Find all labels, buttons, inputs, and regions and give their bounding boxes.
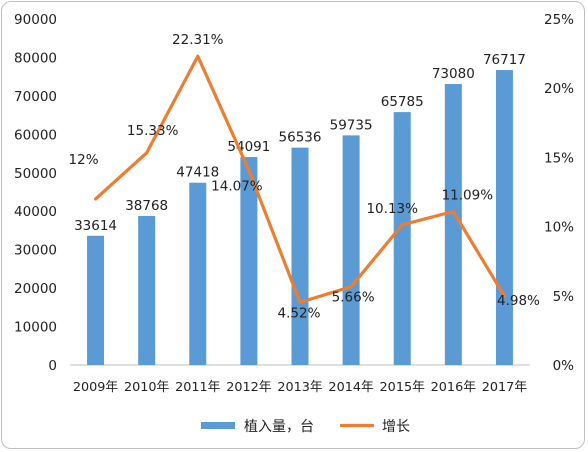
right-tick-label: 15% xyxy=(544,150,574,166)
left-tick-label: 80000 xyxy=(14,50,57,66)
bar-data-label: 76717 xyxy=(483,52,526,68)
bar xyxy=(291,147,309,365)
left-tick-label: 90000 xyxy=(14,12,57,28)
bar xyxy=(138,215,156,365)
right-tick-label: 0% xyxy=(553,358,575,374)
line-data-label: 15.33% xyxy=(127,123,179,139)
legend-label-bar: 植入量，台 xyxy=(244,419,314,435)
x-tick-label: 2009年 xyxy=(73,380,119,395)
bar-data-label: 47418 xyxy=(176,165,219,181)
x-tick-label: 2014年 xyxy=(328,380,374,395)
x-tick-label: 2011年 xyxy=(175,380,221,395)
legend-swatch-bar xyxy=(201,422,235,429)
left-tick-label: 40000 xyxy=(14,204,57,220)
left-axis: 0 10000 20000 30000 40000 50000 60000 70000 8000… xyxy=(14,12,57,374)
bar xyxy=(393,112,411,365)
line-data-label: 12% xyxy=(69,152,99,168)
bar xyxy=(189,182,207,365)
right-tick-label: 20% xyxy=(544,81,574,97)
bar xyxy=(444,84,462,365)
line-data-label: 10.13% xyxy=(366,201,418,217)
left-tick-label: 70000 xyxy=(14,89,57,105)
right-tick-label: 5% xyxy=(553,289,575,305)
right-axis: 0% 5% 10% 15% 20% 25% xyxy=(544,12,574,374)
right-tick-label: 25% xyxy=(544,12,574,28)
line-data-label: 22.31% xyxy=(172,32,224,48)
line-data-label: 14.07% xyxy=(211,178,263,194)
bar-data-label: 38768 xyxy=(125,198,168,214)
legend-label-line: 增长 xyxy=(382,419,410,435)
left-tick-label: 60000 xyxy=(14,127,57,143)
bar-data-label: 65785 xyxy=(381,94,424,110)
right-tick-label: 10% xyxy=(544,220,574,236)
left-tick-label: 20000 xyxy=(14,281,57,297)
x-tick-label: 2015年 xyxy=(380,380,426,395)
left-tick-label: 0 xyxy=(48,358,57,374)
legend: 植入量，台 增长 xyxy=(201,419,410,435)
line-data-label: 11.09% xyxy=(442,188,494,204)
bar-data-label: 54091 xyxy=(227,139,270,155)
x-tick-label: 2017年 xyxy=(482,380,528,395)
x-tick-label: 2013年 xyxy=(277,380,323,395)
x-axis: 2009年 2010年 2011年 2012年 2013年 2014年 2015年 2016年… xyxy=(73,380,527,395)
bar-series: 33614 38768 47418 54091 56536 59735 65785 73080… xyxy=(74,52,526,365)
bar xyxy=(342,135,360,365)
x-tick-label: 2010年 xyxy=(124,380,170,395)
bar-data-label: 56536 xyxy=(279,130,322,146)
left-tick-label: 10000 xyxy=(14,320,57,336)
left-tick-label: 50000 xyxy=(14,166,57,182)
bar xyxy=(240,157,258,365)
bar-data-label: 73080 xyxy=(432,66,475,82)
x-tick-label: 2016年 xyxy=(431,380,477,395)
line-data-label: 4.98% xyxy=(497,293,540,309)
line-data-label: 5.66% xyxy=(332,290,375,306)
line-series: 12% 15.33% 22.31% 14.07% 4.52% 5.66% 10.13% 11.… xyxy=(69,32,541,321)
bar-data-label: 59735 xyxy=(330,117,373,133)
bar xyxy=(87,235,105,365)
x-tick-label: 2012年 xyxy=(226,380,272,395)
bar-data-label: 33614 xyxy=(74,218,117,234)
left-tick-label: 30000 xyxy=(14,243,57,259)
bar xyxy=(495,70,513,365)
growth-line xyxy=(93,54,506,304)
line-data-label: 4.52% xyxy=(278,305,321,321)
